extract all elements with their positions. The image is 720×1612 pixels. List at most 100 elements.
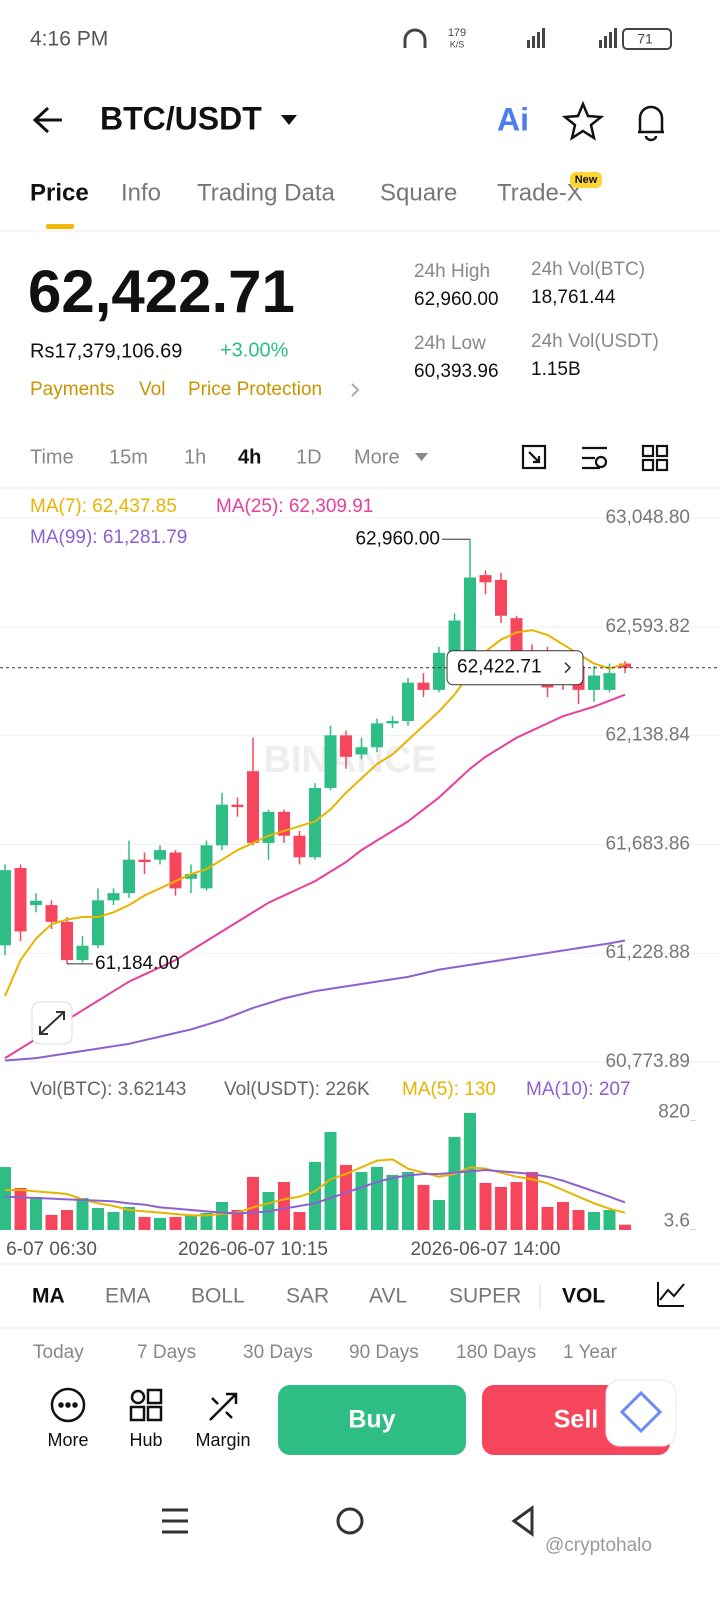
range[interactable]: 180 Days: [456, 1342, 536, 1363]
action-icons[interactable]: [50, 1387, 238, 1423]
battery: [622, 28, 672, 50]
volume-bar: [371, 1166, 383, 1230]
timeframe[interactable]: 15m: [109, 446, 148, 468]
candle-body: [619, 663, 631, 668]
pair[interactable]: BTC/USDT: [100, 100, 262, 136]
candle-body: [464, 577, 476, 655]
candle-body: [402, 682, 414, 721]
tab[interactable]: Square: [380, 179, 457, 206]
more-caret: [415, 453, 428, 461]
action-label[interactable]: Hub: [129, 1430, 162, 1450]
alert-bell[interactable]: [638, 105, 664, 142]
range[interactable]: Today: [33, 1342, 84, 1363]
volume-bar: [169, 1216, 182, 1230]
y-tick-label: 61,228.88: [605, 942, 690, 963]
indicator-settings[interactable]: [657, 1282, 685, 1307]
candle-body: [123, 859, 135, 894]
x-tick-label: 2026-06-07 14:00: [410, 1239, 560, 1260]
candle-body: [588, 675, 600, 690]
net-unit: K/S: [450, 39, 465, 49]
candle-body: [185, 874, 197, 879]
candle-body: [340, 735, 352, 757]
action-label[interactable]: More: [47, 1430, 88, 1450]
volume-legend: Vol(USDT): 226K: [224, 1079, 370, 1100]
volume-bar: [572, 1210, 585, 1230]
candle-body: [293, 835, 306, 858]
volume-bar: [278, 1182, 290, 1230]
volume-bar: [495, 1186, 507, 1230]
candle-body: [495, 579, 507, 616]
volume-bar: [216, 1202, 228, 1230]
assistant-button[interactable]: [605, 1379, 677, 1447]
volume-bar: [510, 1182, 523, 1230]
indicator[interactable]: VOL: [562, 1285, 605, 1308]
extreme-label: 61,184.00: [95, 953, 180, 974]
range[interactable]: 7 Days: [137, 1342, 196, 1363]
chart-tools[interactable]: [521, 444, 669, 472]
action-label[interactable]: Margin: [195, 1430, 250, 1450]
indicator[interactable]: MA: [32, 1285, 65, 1308]
x-tick-label: 2026-06-07 10:15: [178, 1239, 328, 1260]
indicator[interactable]: BOLL: [191, 1285, 245, 1308]
favorite[interactable]: [561, 100, 605, 141]
back-button[interactable]: [32, 106, 62, 134]
volume-bar: [386, 1174, 399, 1230]
tab[interactable]: Info: [121, 179, 161, 206]
indicator[interactable]: EMA: [105, 1285, 151, 1308]
volume-legend: MA(10): 207: [526, 1079, 631, 1100]
stat-value: 60,393.96: [414, 361, 499, 382]
local-price: Rs17,379,106.69: [30, 340, 182, 362]
ma-line: [5, 1158, 626, 1217]
price-link[interactable]: Payments: [30, 379, 114, 400]
indicator[interactable]: SUPER: [449, 1285, 521, 1308]
range[interactable]: 30 Days: [243, 1342, 313, 1363]
candle-body: [30, 900, 42, 906]
tab[interactable]: Price: [30, 179, 89, 206]
volume-bar: [340, 1164, 352, 1230]
last-price-label: 62,422.71: [457, 657, 542, 678]
candle-body: [371, 723, 383, 748]
candle-body: [92, 900, 104, 946]
x-tick-label: 6-07 06:30: [6, 1239, 97, 1260]
tab[interactable]: Trade-X: [497, 179, 583, 206]
price-link[interactable]: Price Protection: [188, 379, 322, 400]
timeframe[interactable]: 1D: [296, 446, 322, 468]
timeframe[interactable]: Time: [30, 446, 74, 468]
candle-body: [386, 720, 399, 724]
clock: 4:16 PM: [30, 28, 108, 51]
price-change: +3.00%: [220, 339, 289, 361]
timeframe[interactable]: More: [354, 446, 400, 468]
range[interactable]: 90 Days: [349, 1342, 419, 1363]
volume-bar: [417, 1184, 430, 1230]
extreme-label: 62,960.00: [355, 528, 440, 549]
volume-bar: [588, 1212, 600, 1230]
candle-body: [355, 747, 368, 755]
range[interactable]: 1 Year: [563, 1342, 618, 1363]
buy-button[interactable]: [278, 1385, 466, 1455]
indicator[interactable]: SAR: [286, 1285, 329, 1308]
volume-bar: [247, 1176, 259, 1230]
volume-bar: [541, 1206, 554, 1230]
indicator[interactable]: AVL: [369, 1285, 407, 1308]
ma-line: [4, 1168, 626, 1215]
pair-caret[interactable]: [281, 115, 297, 125]
last-price-box[interactable]: [446, 650, 584, 686]
candle-body: [324, 735, 337, 788]
volume-bar: [557, 1202, 569, 1230]
ai-button[interactable]: Ai: [497, 101, 529, 137]
candle-body: [61, 921, 73, 961]
watermark: @cryptohalo: [545, 1535, 652, 1556]
legend-entry: MA(99): 61,281.79: [30, 527, 187, 548]
timeframe[interactable]: 4h: [238, 446, 261, 468]
net-speed: 179: [448, 27, 466, 39]
timeframe[interactable]: 1h: [184, 446, 206, 468]
legend-entry: MA(7): 62,437.85: [30, 496, 177, 517]
stat-label: 24h Low: [414, 333, 486, 354]
price-link[interactable]: Vol: [139, 379, 165, 400]
volume-legend: MA(5): 130: [402, 1079, 496, 1100]
nav-bar[interactable]: [162, 1505, 534, 1537]
tab[interactable]: Trading Data: [197, 179, 336, 206]
volume-bar: [154, 1218, 166, 1230]
